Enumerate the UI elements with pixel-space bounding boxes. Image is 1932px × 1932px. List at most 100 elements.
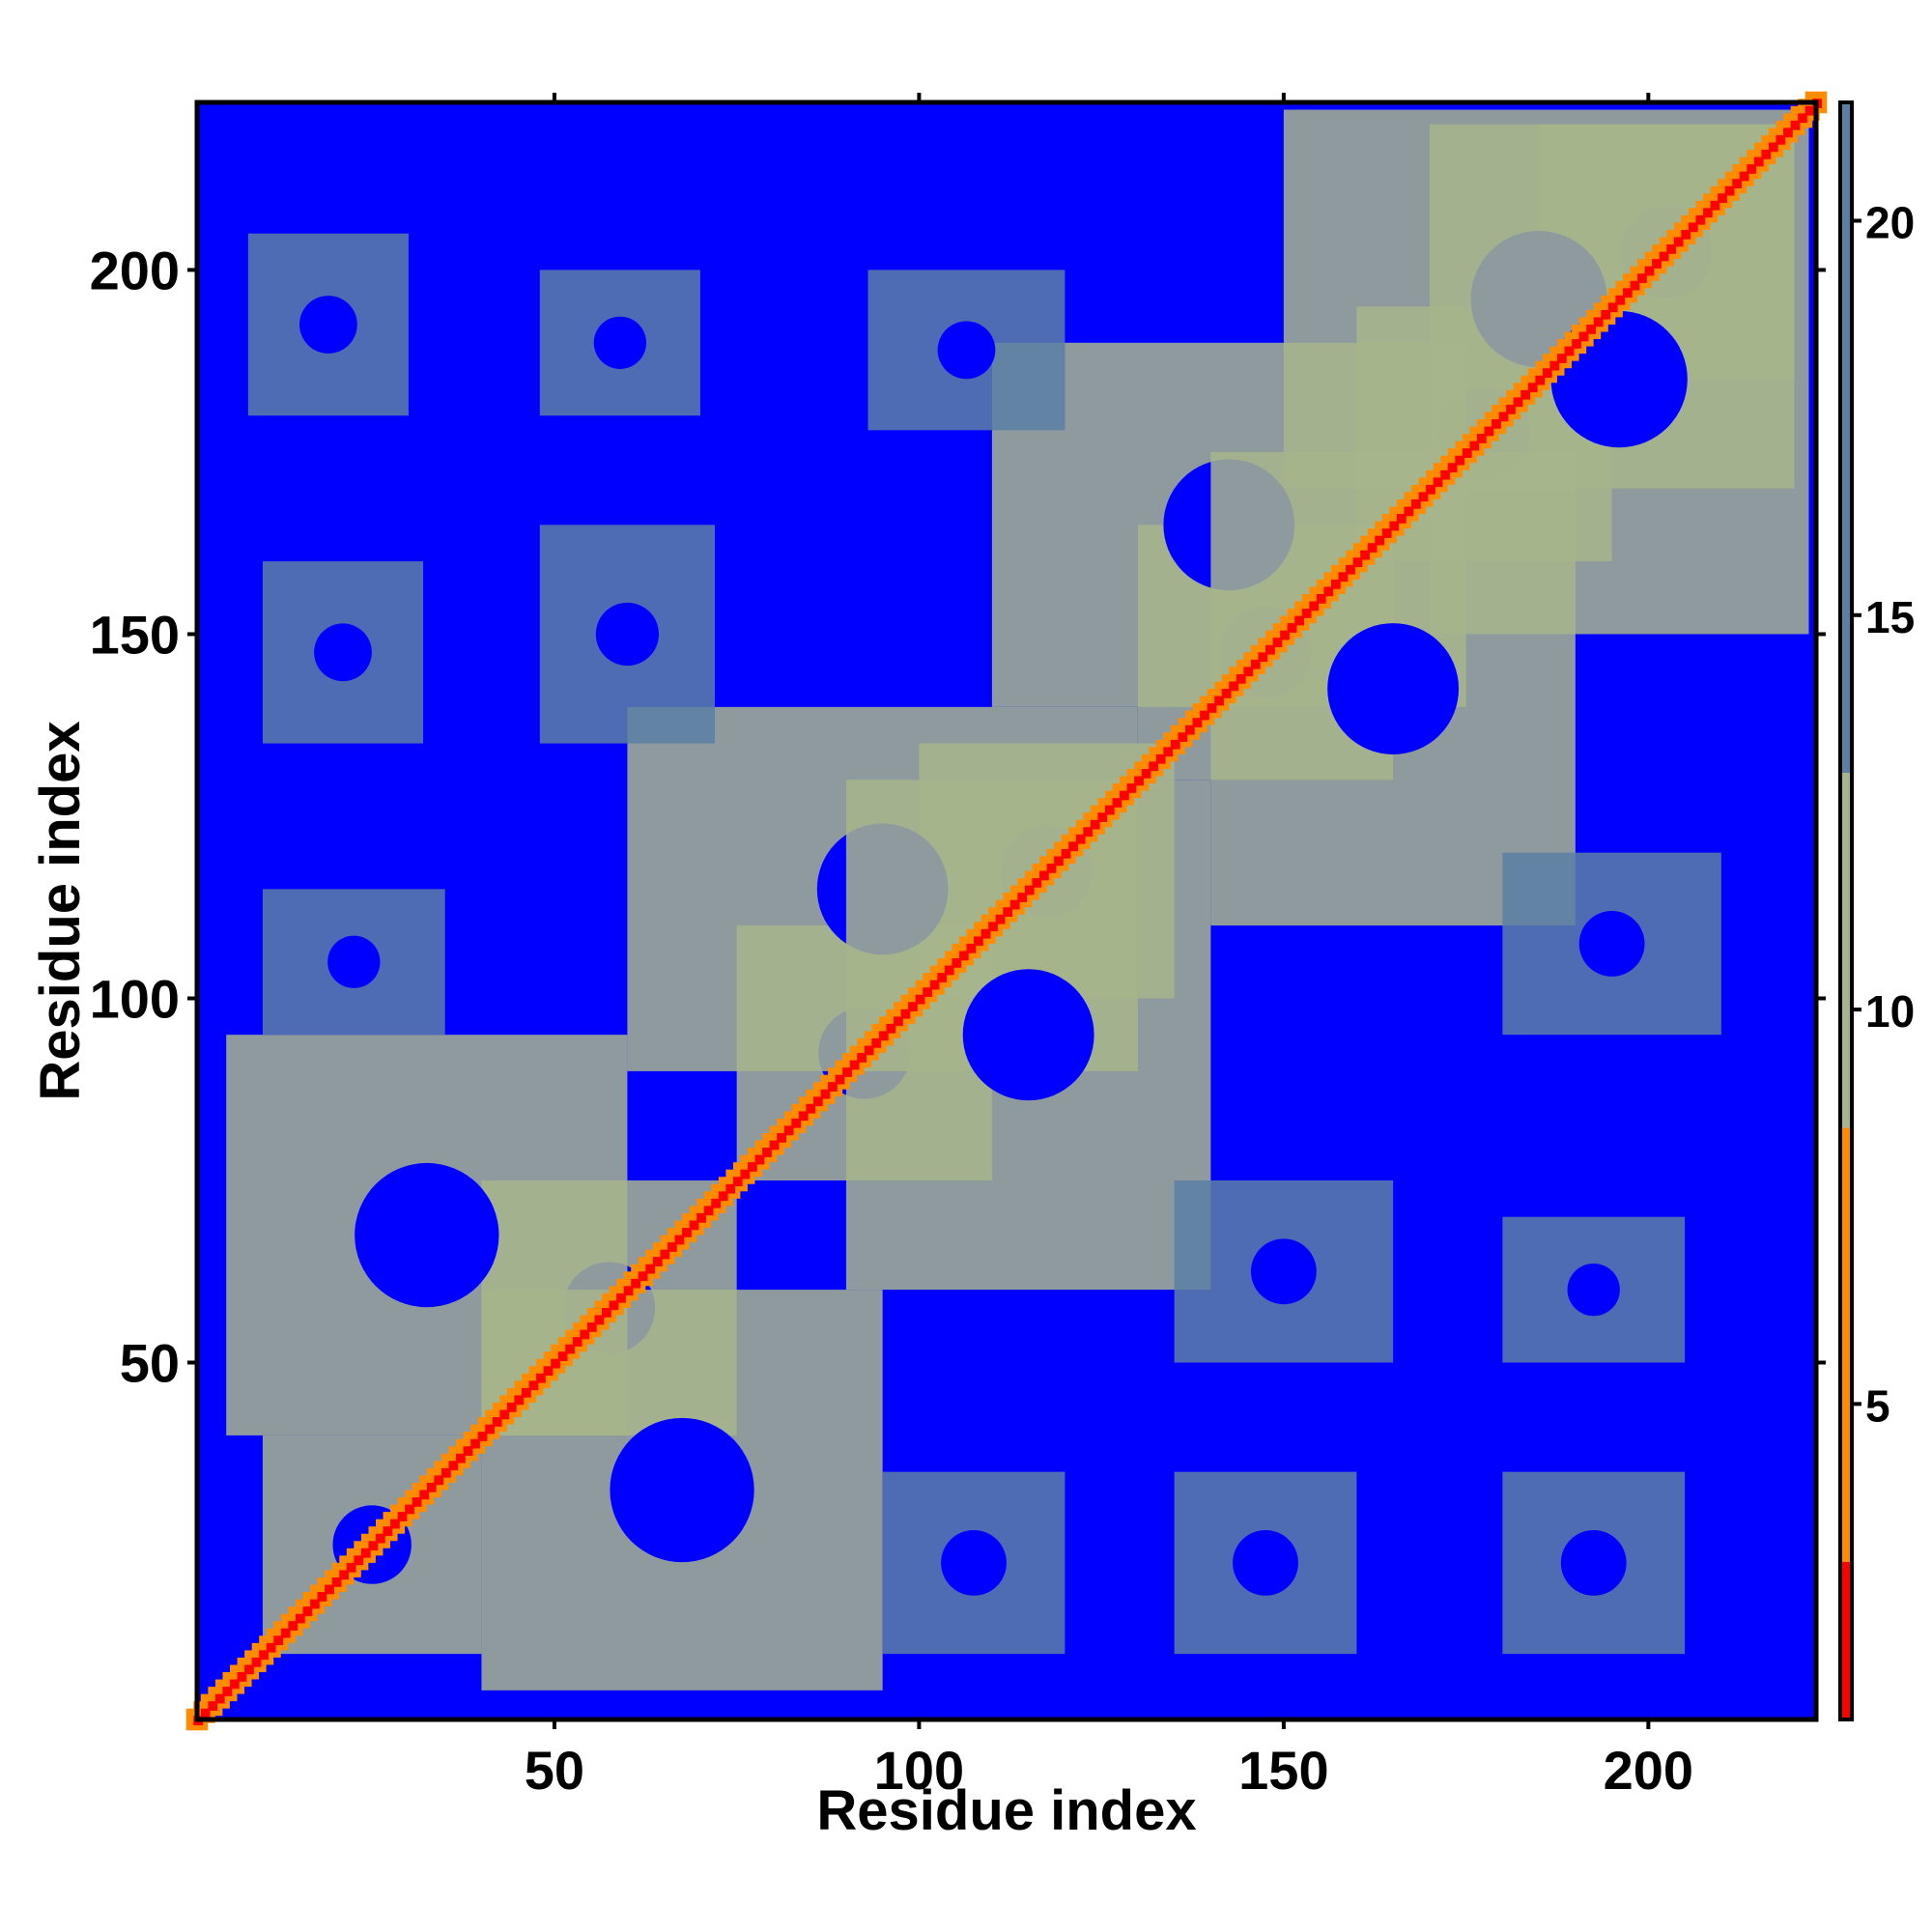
diagonal-cell bbox=[1396, 514, 1406, 524]
diagonal-cell bbox=[360, 1548, 371, 1558]
diagonal-cell bbox=[631, 1278, 640, 1289]
diagonal-cell bbox=[1783, 128, 1793, 138]
diagonal-cell bbox=[1134, 776, 1144, 786]
diagonal-cell bbox=[1163, 747, 1174, 757]
diagonal-cell bbox=[718, 1191, 728, 1202]
heatmap-hole bbox=[1550, 310, 1688, 448]
diagonal-cell bbox=[1418, 492, 1429, 502]
diagonal-cell bbox=[1309, 601, 1320, 611]
x-tick-label: 100 bbox=[874, 1740, 964, 1801]
diagonal-cell bbox=[1710, 200, 1720, 211]
diagonal-cell bbox=[1207, 703, 1217, 713]
diagonal-cell bbox=[1184, 724, 1195, 735]
diagonal-cell bbox=[740, 1169, 751, 1179]
diagonal-cell bbox=[557, 1351, 568, 1361]
diagonal-cell bbox=[1038, 870, 1049, 881]
diagonal-cell bbox=[769, 1140, 780, 1151]
diagonal-cell bbox=[696, 1212, 706, 1223]
diagonal-cell bbox=[638, 1271, 648, 1282]
y-tick-label: 200 bbox=[90, 240, 180, 300]
heatmap-hole bbox=[962, 969, 1094, 1101]
diagonal-cell bbox=[521, 1387, 531, 1398]
diagonal-cell bbox=[974, 936, 983, 947]
diagonal-cell bbox=[1316, 593, 1326, 604]
colorbar-tick-label: 5 bbox=[1865, 1380, 1890, 1431]
diagonal-cell bbox=[1732, 179, 1742, 188]
diagonal-cell bbox=[1360, 550, 1370, 560]
diagonal-cell bbox=[214, 1693, 225, 1704]
diagonal-cell bbox=[937, 973, 948, 982]
diagonal-cell bbox=[1017, 893, 1028, 902]
diagonal-cell bbox=[506, 1402, 517, 1412]
diagonal-cell bbox=[1294, 615, 1304, 626]
diagonal-cell bbox=[1586, 324, 1596, 334]
diagonal-cell bbox=[1804, 105, 1815, 116]
diagonal-cell bbox=[280, 1628, 291, 1638]
diagonal-cell bbox=[1338, 572, 1349, 582]
diagonal-cell bbox=[923, 987, 932, 997]
diagonal-cell bbox=[1178, 732, 1188, 743]
diagonal-cell bbox=[434, 1475, 444, 1486]
diagonal-cell bbox=[200, 1708, 211, 1719]
diagonal-cell bbox=[244, 1664, 254, 1675]
diagonal-cell bbox=[310, 1599, 320, 1609]
diagonal-cell bbox=[1790, 120, 1801, 130]
diagonal-cell bbox=[477, 1432, 488, 1441]
diagonal-cell bbox=[1200, 710, 1209, 721]
diagonal-cell bbox=[1593, 317, 1604, 327]
diagonal-cell bbox=[1549, 360, 1560, 371]
diagonal-cell bbox=[900, 1009, 911, 1019]
colorbar-segment bbox=[1840, 773, 1852, 1128]
diagonal-cell bbox=[1476, 434, 1487, 443]
diagonal-cell bbox=[908, 1002, 918, 1012]
diagonal-cell bbox=[1141, 768, 1151, 779]
diagonal-cell bbox=[798, 1111, 809, 1122]
diagonal-cell bbox=[602, 1307, 611, 1318]
diagonal-cell bbox=[1250, 659, 1261, 669]
diagonal-cell bbox=[1104, 805, 1115, 815]
diagonal-cell bbox=[1214, 696, 1224, 706]
diagonal-cell bbox=[456, 1453, 466, 1463]
diagonal-cell bbox=[732, 1177, 743, 1187]
y-tick-label: 50 bbox=[120, 1333, 180, 1394]
diagonal-cell bbox=[1527, 383, 1538, 393]
diagonal-cell bbox=[485, 1424, 495, 1435]
diagonal-cell bbox=[499, 1409, 510, 1420]
diagonal-cell bbox=[857, 1053, 867, 1063]
diagonal-cell bbox=[871, 1037, 882, 1048]
heatmap-hole bbox=[1250, 1238, 1317, 1305]
diagonal-cell bbox=[412, 1497, 422, 1507]
diagonal-cell bbox=[1120, 790, 1129, 801]
diagonal-cell bbox=[754, 1154, 765, 1165]
diagonal-cell bbox=[1761, 150, 1772, 159]
diagonal-cell bbox=[1688, 222, 1698, 233]
diagonal-cell bbox=[842, 1067, 852, 1077]
diagonal-cell bbox=[1578, 331, 1589, 342]
diagonal-cell bbox=[354, 1555, 364, 1566]
diagonal-cell bbox=[878, 1031, 889, 1041]
diagonal-cell bbox=[1557, 354, 1567, 363]
diagonal-cell bbox=[791, 1118, 802, 1128]
diagonal-cell bbox=[419, 1490, 430, 1500]
diagonal-cell bbox=[828, 1082, 838, 1092]
diagonal-cell bbox=[667, 1242, 677, 1252]
diagonal-cell bbox=[397, 1512, 408, 1521]
diagonal-cell bbox=[1739, 171, 1749, 182]
diagonal-cell bbox=[1564, 346, 1575, 356]
diagonal-cell bbox=[929, 980, 940, 990]
diagonal-cell bbox=[1097, 812, 1108, 822]
heatmap-hole bbox=[1578, 911, 1645, 977]
heatmap-hole bbox=[327, 935, 381, 988]
x-tick-label: 200 bbox=[1604, 1740, 1693, 1801]
heatmap-cells bbox=[185, 91, 1828, 1731]
diagonal-cell bbox=[368, 1541, 379, 1551]
diagonal-cell bbox=[812, 1096, 823, 1107]
diagonal-cell bbox=[1535, 375, 1546, 385]
diagonal-cell bbox=[1236, 673, 1246, 684]
diagonal-cell bbox=[1301, 609, 1312, 618]
diagonal-cell bbox=[1032, 878, 1042, 888]
diagonal-cell bbox=[1702, 208, 1713, 218]
diagonal-cell bbox=[820, 1089, 831, 1099]
heatmap-hole bbox=[1233, 1529, 1298, 1596]
diagonal-cell bbox=[849, 1060, 860, 1070]
